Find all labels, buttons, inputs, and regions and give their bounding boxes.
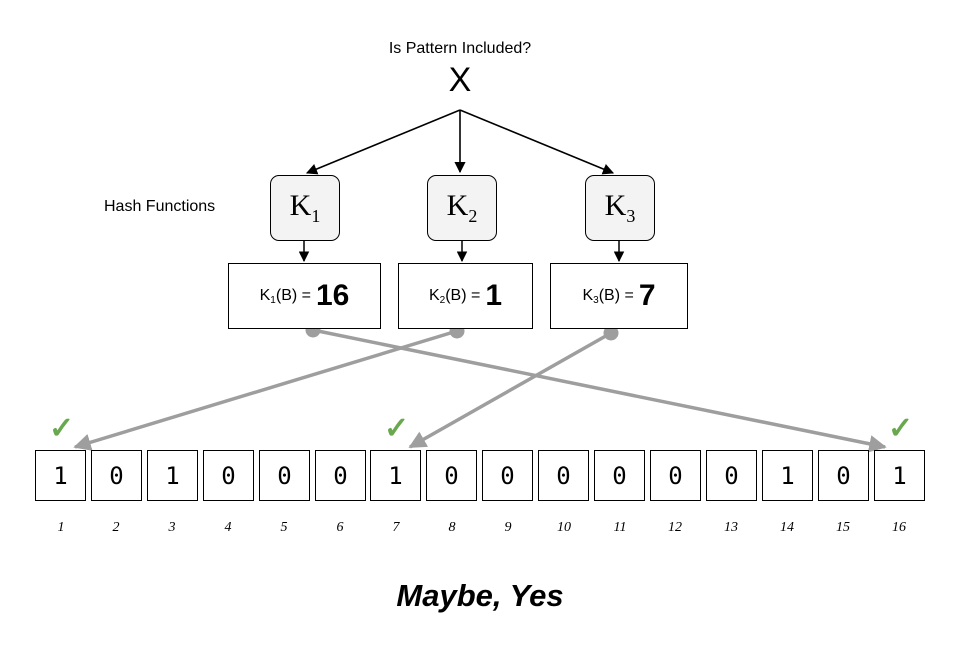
check-mark-icon: ✓ (888, 412, 914, 445)
bit-cell: 0 (91, 450, 142, 501)
bit-index-label: 10 (557, 520, 571, 535)
hash-function-k1: K1 (270, 175, 340, 241)
bit-index-label: 9 (504, 520, 512, 535)
hash-result-value: 7 (638, 279, 656, 312)
mapping-arrow-k3-to-bit-7 (408, 331, 612, 449)
bit-cell: 1 (874, 450, 925, 501)
input-symbol: X (448, 61, 472, 99)
bit-cell: 0 (594, 450, 645, 501)
hash-function-label: K3 (604, 189, 636, 226)
hash-result-value: 16 (315, 279, 350, 312)
bit-cell: 1 (147, 450, 198, 501)
arrow-x-to-k1 (305, 109, 461, 175)
bit-cell: 0 (650, 450, 701, 501)
bit-index-label: 2 (112, 520, 120, 535)
bit-cell: 1 (35, 450, 86, 501)
bit-index-label: 11 (613, 520, 627, 535)
bit-index-label: 12 (668, 520, 682, 535)
bit-cell: 1 (370, 450, 421, 501)
hash-result-expression: K3(B) = (582, 286, 634, 306)
hash-result-expression: K2(B) = (428, 286, 481, 306)
bit-index-label: 14 (780, 520, 794, 535)
bit-index-label: 5 (280, 520, 288, 535)
check-mark-icon: ✓ (49, 412, 75, 445)
hash-result-k1: K1(B) = 16 (228, 263, 381, 329)
hash-function-k2: K2 (427, 175, 497, 241)
query-question: Is Pattern Included? (388, 40, 532, 57)
bit-index-label: 1 (57, 520, 65, 535)
bit-cell: 0 (706, 450, 757, 501)
hash-result-value: 1 (485, 279, 503, 312)
arrow-x-to-k3 (459, 109, 615, 175)
bit-index-label: 8 (448, 520, 456, 535)
mapping-arrow-k2-to-bit-1 (73, 329, 458, 451)
bit-index-label: 3 (168, 520, 176, 535)
verdict-text: Maybe, Yes (396, 578, 564, 613)
hash-functions-caption: Hash Functions (104, 198, 216, 215)
bit-cell: 0 (203, 450, 254, 501)
hash-function-k3: K3 (585, 175, 655, 241)
bit-cell: 0 (818, 450, 869, 501)
bit-index-label: 6 (336, 520, 344, 535)
connector-dot-k3 (603, 325, 619, 341)
hash-result-k3: K3(B) = 7 (550, 263, 688, 329)
mapping-arrow-k1-to-bit-16 (312, 328, 887, 453)
bit-index-label: 7 (392, 520, 400, 535)
bit-cell: 1 (762, 450, 813, 501)
bit-index-label: 16 (892, 520, 906, 535)
bit-cell: 0 (315, 450, 366, 501)
bit-cell: 0 (259, 450, 310, 501)
hash-result-k2: K2(B) = 1 (398, 263, 533, 329)
hash-result-expression: K1(B) = (259, 286, 311, 306)
bit-index-label: 15 (836, 520, 850, 535)
bit-cell: 0 (426, 450, 477, 501)
check-mark-icon: ✓ (384, 412, 410, 445)
bit-index-label: 4 (224, 520, 232, 535)
hash-function-label: K2 (446, 189, 478, 226)
bit-cell: 0 (538, 450, 589, 501)
bit-index-label: 13 (724, 520, 738, 535)
bit-cell: 0 (482, 450, 533, 501)
hash-function-label: K1 (289, 189, 321, 226)
